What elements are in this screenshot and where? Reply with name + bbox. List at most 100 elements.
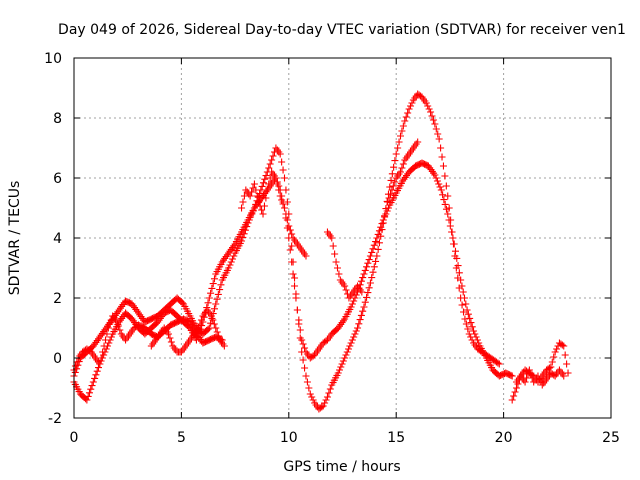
data-point xyxy=(165,330,173,338)
data-point xyxy=(382,210,390,218)
data-point xyxy=(341,354,349,362)
data-point xyxy=(105,339,113,347)
data-point xyxy=(351,294,359,302)
x-tick-label: 15 xyxy=(387,430,405,446)
data-point xyxy=(460,308,468,316)
data-point xyxy=(333,264,341,272)
data-point xyxy=(248,188,256,196)
data-point xyxy=(197,316,205,324)
data-point xyxy=(558,341,566,349)
data-point xyxy=(71,362,79,370)
data-point xyxy=(534,372,542,380)
data-point xyxy=(292,294,300,302)
data-point xyxy=(347,303,355,311)
data-point xyxy=(389,182,397,190)
data-point xyxy=(358,288,366,296)
data-point xyxy=(246,192,254,200)
data-point xyxy=(366,279,374,287)
data-point xyxy=(288,258,296,266)
data-point xyxy=(323,393,331,401)
data-point xyxy=(405,105,413,113)
data-point xyxy=(260,202,268,210)
data-point xyxy=(291,282,299,290)
data-point xyxy=(114,322,122,330)
data-point xyxy=(261,175,269,183)
data-point xyxy=(305,384,313,392)
data-point xyxy=(545,364,553,372)
data-point xyxy=(445,216,453,224)
data-point xyxy=(514,380,522,388)
data-point xyxy=(398,127,406,135)
data-point xyxy=(383,207,391,215)
data-point xyxy=(289,270,297,278)
data-point xyxy=(364,289,372,297)
data-point xyxy=(361,298,369,306)
data-point xyxy=(365,284,373,292)
data-point xyxy=(346,342,354,350)
data-point xyxy=(431,171,439,179)
data-point xyxy=(301,364,309,372)
data-point xyxy=(276,192,284,200)
data-point xyxy=(374,245,382,253)
data-point xyxy=(373,252,381,260)
data-point xyxy=(375,239,383,247)
data-point xyxy=(494,359,502,367)
data-point xyxy=(428,112,436,120)
data-point xyxy=(399,122,407,130)
data-point xyxy=(435,180,443,188)
data-point xyxy=(440,196,448,204)
x-tick-label: 20 xyxy=(495,430,513,446)
data-point xyxy=(220,342,228,350)
data-point xyxy=(450,240,458,248)
data-point xyxy=(462,320,470,328)
data-point xyxy=(263,186,271,194)
data-point xyxy=(84,392,92,400)
data-point xyxy=(96,360,104,368)
y-tick-label: 10 xyxy=(44,51,62,67)
data-point xyxy=(335,366,343,374)
data-point xyxy=(448,228,456,236)
data-point xyxy=(275,186,283,194)
data-point xyxy=(335,270,343,278)
data-point xyxy=(441,172,449,180)
data-point xyxy=(296,326,304,334)
data-point xyxy=(291,274,299,282)
data-point xyxy=(250,180,258,188)
data-point xyxy=(329,242,337,250)
data-point xyxy=(414,138,422,146)
data-points xyxy=(70,90,572,413)
data-point xyxy=(212,300,220,308)
data-point xyxy=(471,330,479,338)
data-point xyxy=(398,164,406,172)
data-point xyxy=(178,299,186,307)
x-tick-label: 0 xyxy=(70,430,79,446)
data-point xyxy=(262,172,270,180)
data-point xyxy=(439,191,447,199)
data-point xyxy=(551,348,559,356)
data-point xyxy=(293,306,301,314)
data-point xyxy=(97,354,105,362)
data-point xyxy=(278,158,286,166)
data-point xyxy=(209,316,217,324)
data-point xyxy=(281,174,289,182)
data-point xyxy=(438,153,446,161)
data-point xyxy=(548,358,556,366)
data-point xyxy=(204,325,212,333)
data-point xyxy=(278,196,286,204)
data-point xyxy=(298,336,306,344)
data-point xyxy=(453,254,461,262)
data-point xyxy=(388,170,396,178)
data-point xyxy=(302,252,310,260)
data-point xyxy=(204,299,212,307)
data-point xyxy=(394,144,402,152)
data-point xyxy=(334,369,342,377)
data-point xyxy=(395,138,403,146)
data-point xyxy=(283,216,291,224)
data-point xyxy=(113,318,121,326)
data-point xyxy=(425,105,433,113)
data-point xyxy=(83,396,91,404)
data-point xyxy=(281,204,289,212)
data-point xyxy=(433,177,441,185)
data-point xyxy=(230,252,238,260)
